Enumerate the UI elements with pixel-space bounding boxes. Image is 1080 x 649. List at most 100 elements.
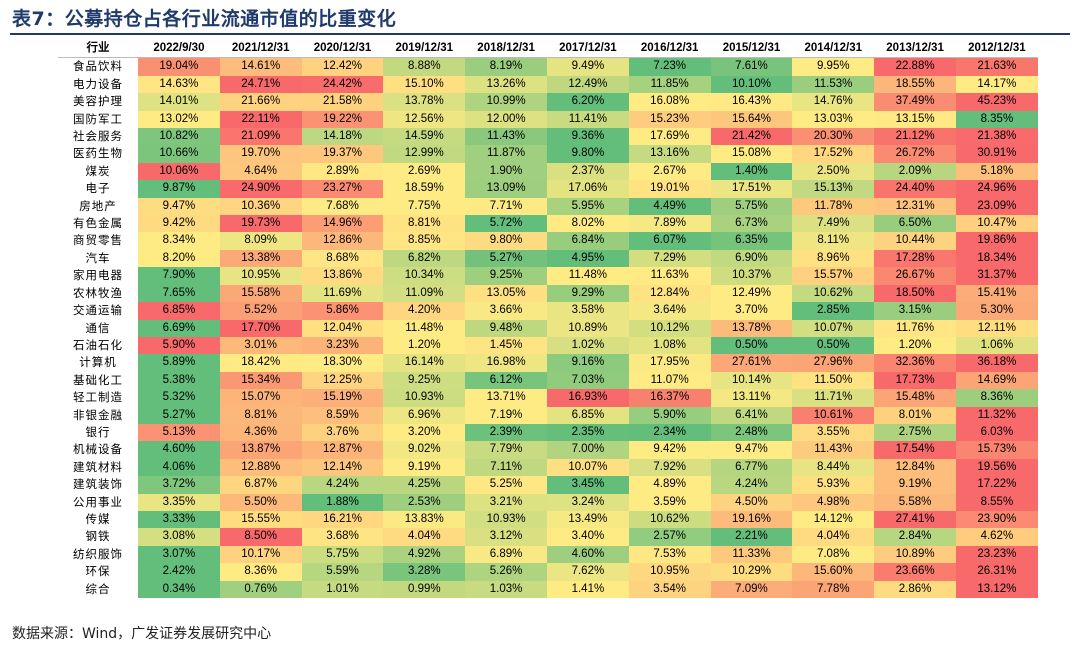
value-cell: 14.59% — [383, 128, 466, 146]
value-cell: 10.66% — [138, 145, 220, 163]
value-cell: 0.50% — [710, 336, 793, 355]
value-cell: 10.89% — [874, 545, 956, 564]
table-row: 房地产 9.47% 10.36% 7.68% 7.75% 7.71% 5.95% 4.49% 5… — [58, 197, 1038, 216]
value-cell: 5.90% — [628, 406, 711, 424]
value-cell: 9.47% — [710, 441, 793, 459]
industry-name: 计算机 — [58, 354, 138, 372]
value-cell: 21.66% — [219, 93, 302, 111]
value-cell: 21.63% — [955, 57, 1038, 76]
value-cell: 11.41% — [546, 110, 629, 129]
value-cell: 10.99% — [465, 93, 547, 111]
value-cell: 13.12% — [955, 580, 1038, 598]
value-cell: 1.20% — [383, 336, 466, 355]
value-cell: 27.96% — [792, 354, 875, 372]
value-cell: 8.96% — [792, 249, 875, 268]
header-date: 2013/12/31 — [874, 40, 956, 59]
table-row: 医药生物 10.66% 19.70% 19.37% 12.99% 11.87% 9.80% 1… — [58, 145, 1038, 163]
value-cell: 9.42% — [138, 215, 220, 233]
value-cell: 9.02% — [383, 441, 466, 459]
value-cell: 5.38% — [138, 371, 220, 390]
value-cell: 13.71% — [465, 389, 547, 407]
value-cell: 8.44% — [792, 458, 875, 477]
table-row: 银行 5.13% 4.36% 3.76% 3.20% 2.39% 2.35% 2.34% 2.4… — [58, 423, 1038, 442]
header-row: 行业 2022/9/30 2021/12/31 2020/12/31 2019/12/3… — [58, 40, 1038, 59]
value-cell: 19.01% — [628, 180, 711, 198]
value-cell: 4.89% — [628, 476, 711, 494]
table-row: 传媒 3.33% 15.55% 16.21% 13.83% 10.93% 13.49% 10.… — [58, 510, 1038, 529]
value-cell: 23.23% — [955, 545, 1038, 564]
value-cell: 4.60% — [138, 441, 220, 459]
value-cell: 5.13% — [138, 423, 220, 442]
value-cell: 11.33% — [710, 545, 793, 564]
table-row: 环保 2.42% 8.36% 5.59% 3.28% 5.26% 7.62% 10.95% 10… — [58, 563, 1038, 581]
value-cell: 31.37% — [955, 267, 1038, 285]
value-cell: 13.09% — [465, 180, 547, 198]
value-cell: 16.14% — [383, 354, 466, 372]
value-cell: 6.41% — [710, 406, 793, 424]
value-cell: 12.42% — [301, 57, 384, 76]
value-cell: 9.19% — [383, 458, 466, 477]
value-cell: 9.87% — [138, 180, 220, 198]
value-cell: 10.37% — [710, 267, 793, 285]
value-cell: 16.98% — [465, 354, 547, 372]
value-cell: 11.71% — [792, 389, 875, 407]
value-cell: 8.68% — [301, 249, 384, 268]
value-cell: 19.73% — [219, 215, 302, 233]
table-row: 纺织服饰 3.07% 10.17% 5.75% 4.92% 6.89% 4.60% 7.53%… — [58, 545, 1038, 564]
value-cell: 1.20% — [874, 336, 956, 355]
industry-name: 机械设备 — [58, 441, 138, 459]
header-date: 2019/12/31 — [383, 40, 466, 59]
value-cell: 6.69% — [138, 319, 220, 337]
value-cell: 6.77% — [710, 458, 793, 477]
value-cell: 21.12% — [874, 128, 956, 146]
value-cell: 12.04% — [301, 319, 384, 337]
value-cell: 4.60% — [546, 545, 629, 564]
value-cell: 19.56% — [955, 458, 1038, 477]
table-row: 社会服务 10.82% 21.09% 14.18% 14.59% 11.43% 9.36% 1… — [58, 128, 1038, 146]
value-cell: 24.40% — [874, 180, 956, 198]
value-cell: 36.18% — [955, 354, 1038, 372]
value-cell: 30.91% — [955, 145, 1038, 163]
value-cell: 9.25% — [465, 267, 547, 285]
value-cell: 11.43% — [465, 128, 547, 146]
value-cell: 1.90% — [465, 162, 547, 181]
value-cell: 11.85% — [628, 75, 711, 94]
value-cell: 6.85% — [138, 302, 220, 320]
value-cell: 11.53% — [792, 75, 875, 94]
value-cell: 3.70% — [710, 302, 793, 320]
value-cell: 13.87% — [219, 441, 302, 459]
value-cell: 23.90% — [955, 510, 1038, 529]
industry-name: 建筑材料 — [58, 458, 138, 477]
value-cell: 6.85% — [546, 406, 629, 424]
value-cell: 16.43% — [710, 93, 793, 111]
value-cell: 5.90% — [138, 336, 220, 355]
value-cell: 4.50% — [710, 493, 793, 511]
table-row: 计算机 5.89% 18.42% 18.30% 16.14% 16.98% 9.16% 17.… — [58, 354, 1038, 372]
value-cell: 11.87% — [465, 145, 547, 163]
value-cell: 13.02% — [138, 110, 220, 129]
value-cell: 13.05% — [465, 284, 547, 303]
value-cell: 2.09% — [874, 162, 956, 181]
value-cell: 12.14% — [301, 458, 384, 477]
value-cell: 27.61% — [710, 354, 793, 372]
value-cell: 2.67% — [628, 162, 711, 181]
value-cell: 5.75% — [710, 197, 793, 216]
value-cell: 5.27% — [138, 406, 220, 424]
value-cell: 3.08% — [138, 528, 220, 546]
industry-name: 农林牧渔 — [58, 284, 138, 303]
value-cell: 3.76% — [301, 423, 384, 442]
table-row: 电子 9.87% 24.90% 23.27% 18.59% 13.09% 17.06% 19.… — [58, 180, 1038, 198]
source-note: 数据来源：Wind，广发证券发展研究中心 — [12, 626, 272, 642]
value-cell: 11.78% — [792, 197, 875, 216]
value-cell: 7.53% — [628, 545, 711, 564]
value-cell: 2.84% — [874, 528, 956, 546]
value-cell: 13.16% — [628, 145, 711, 163]
value-cell: 27.41% — [874, 510, 956, 529]
value-cell: 26.67% — [874, 267, 956, 285]
value-cell: 10.44% — [874, 232, 956, 250]
value-cell: 11.07% — [628, 371, 711, 390]
value-cell: 3.23% — [301, 336, 384, 355]
value-cell: 1.45% — [465, 336, 547, 355]
value-cell: 5.58% — [874, 493, 956, 511]
value-cell: 6.90% — [710, 249, 793, 268]
